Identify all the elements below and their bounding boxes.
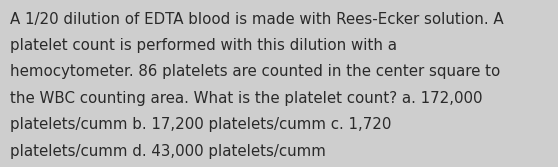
Text: A 1/20 dilution of EDTA blood is made with Rees-Ecker solution. A: A 1/20 dilution of EDTA blood is made wi…	[10, 12, 504, 27]
Text: platelets/cumm d. 43,000 platelets/cumm: platelets/cumm d. 43,000 platelets/cumm	[10, 144, 326, 159]
Text: hemocytometer. 86 platelets are counted in the center square to: hemocytometer. 86 platelets are counted …	[10, 64, 501, 79]
Text: the WBC counting area. What is the platelet count? a. 172,000: the WBC counting area. What is the plate…	[10, 91, 483, 106]
Text: platelet count is performed with this dilution with a: platelet count is performed with this di…	[10, 38, 397, 53]
Text: platelets/cumm b. 17,200 platelets/cumm c. 1,720: platelets/cumm b. 17,200 platelets/cumm …	[10, 117, 391, 132]
